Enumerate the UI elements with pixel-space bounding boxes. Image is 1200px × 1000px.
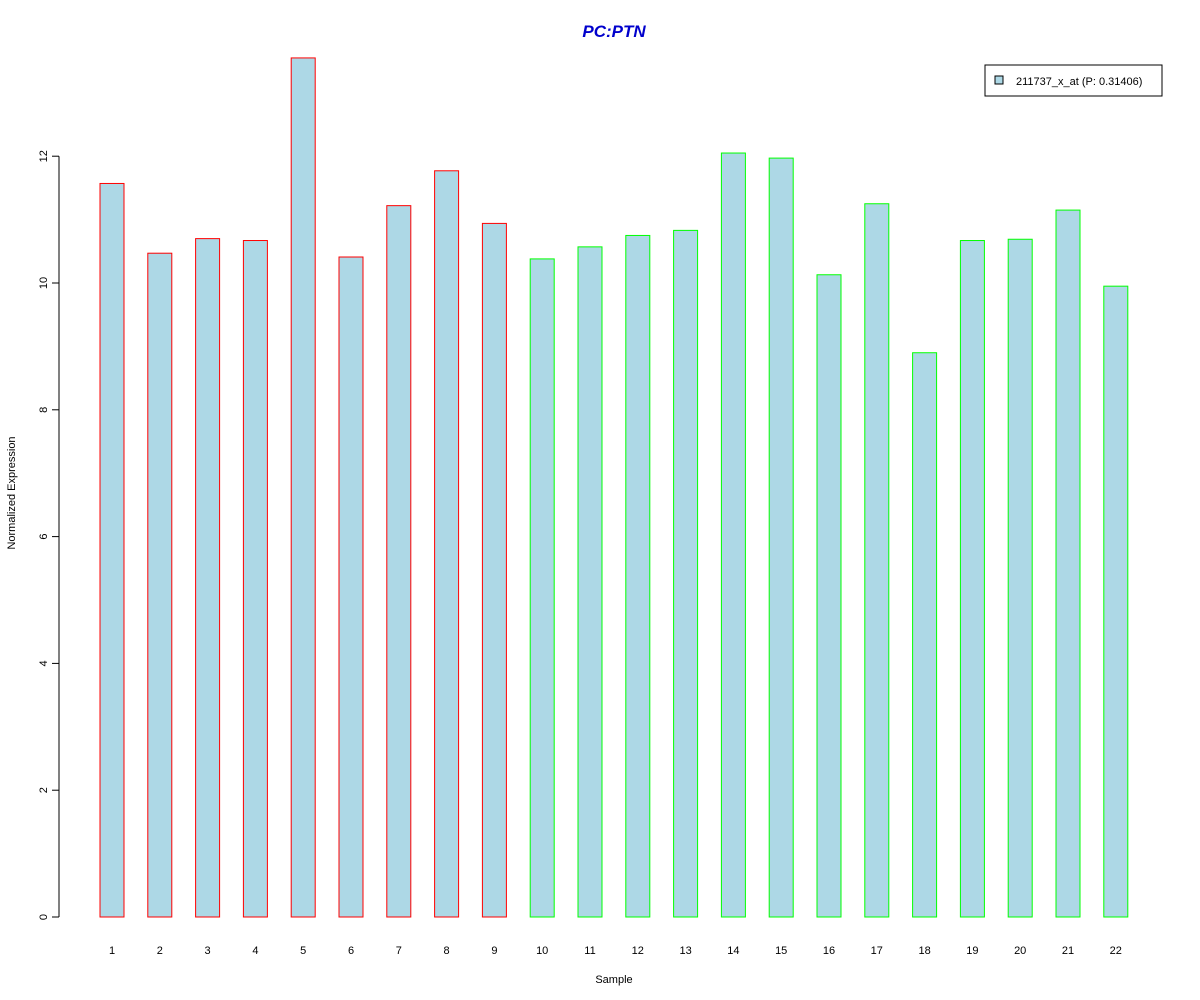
bar-sample-13 <box>673 229 699 918</box>
bar-sample-11 <box>577 246 603 918</box>
x-axis-label: Sample <box>595 974 632 986</box>
x-tick-label: 11 <box>584 945 595 957</box>
y-tick-label: 4 <box>38 660 50 666</box>
bar-sample-16 <box>816 274 842 918</box>
y-tick-label: 0 <box>38 914 50 920</box>
y-axis-label: Normalized Expression <box>6 436 18 549</box>
x-tick-label: 20 <box>1014 945 1026 957</box>
x-tick-label: 13 <box>679 945 691 957</box>
bar-sample-4 <box>242 240 268 918</box>
y-tick-label: 6 <box>38 534 50 540</box>
x-tick-label: 17 <box>871 945 883 957</box>
bar-sample-12 <box>625 234 651 918</box>
x-tick-label: 19 <box>966 945 978 957</box>
bar-sample-2 <box>147 252 173 918</box>
x-tick-label: 10 <box>536 945 548 957</box>
x-tick-label: 6 <box>348 945 354 957</box>
y-tick-label: 2 <box>38 787 50 793</box>
x-tick-label: 5 <box>300 945 306 957</box>
x-tick-label: 1 <box>109 945 115 957</box>
bar-sample-19 <box>959 240 985 918</box>
x-tick-label: 8 <box>444 945 450 957</box>
bar-sample-1 <box>99 182 125 918</box>
x-tick-label: 16 <box>823 945 835 957</box>
bar-sample-10 <box>529 258 555 918</box>
x-tick-label: 2 <box>157 945 163 957</box>
bar-sample-6 <box>338 256 364 918</box>
x-tick-label: 3 <box>205 945 211 957</box>
bar-sample-18 <box>912 352 938 918</box>
x-tick-label: 18 <box>918 945 930 957</box>
bar-sample-9 <box>481 222 507 918</box>
y-axis: 0 2 4 6 8 10 12 <box>38 150 60 920</box>
bar-sample-15 <box>768 157 794 918</box>
legend-swatch <box>994 75 1004 85</box>
x-tick-label: 12 <box>632 945 644 957</box>
legend: 211737_x_at (P: 0.31406) <box>984 64 1163 97</box>
chart-title: PC:PTN <box>582 22 646 41</box>
bar-sample-14 <box>720 152 746 918</box>
x-tick-label: 14 <box>727 945 739 957</box>
bar-sample-3 <box>195 238 221 918</box>
x-tick-label: 4 <box>252 945 258 957</box>
x-tick-label: 7 <box>396 945 402 957</box>
y-tick-label: 10 <box>38 277 50 289</box>
x-tick-labels: 1 2 3 4 5 6 7 8 9 10 11 12 13 14 15 16 17 18 19 20 21 22 <box>109 945 1122 957</box>
bar-sample-20 <box>1007 238 1033 918</box>
x-tick-label: 9 <box>491 945 497 957</box>
bars <box>99 57 1129 918</box>
legend-label: 211737_x_at (P: 0.31406) <box>1016 76 1142 88</box>
x-tick-label: 21 <box>1062 945 1074 957</box>
legend-box <box>984 64 1163 97</box>
y-tick-label: 12 <box>38 150 50 162</box>
bar-sample-8 <box>434 170 460 918</box>
x-tick-label: 15 <box>775 945 787 957</box>
bar-sample-7 <box>386 205 412 918</box>
bar-sample-22 <box>1103 285 1129 918</box>
x-tick-label: 22 <box>1110 945 1122 957</box>
bar-sample-21 <box>1055 209 1081 918</box>
bar-sample-5 <box>290 57 316 918</box>
bar-sample-17 <box>864 203 890 918</box>
y-tick-label: 8 <box>38 407 50 413</box>
